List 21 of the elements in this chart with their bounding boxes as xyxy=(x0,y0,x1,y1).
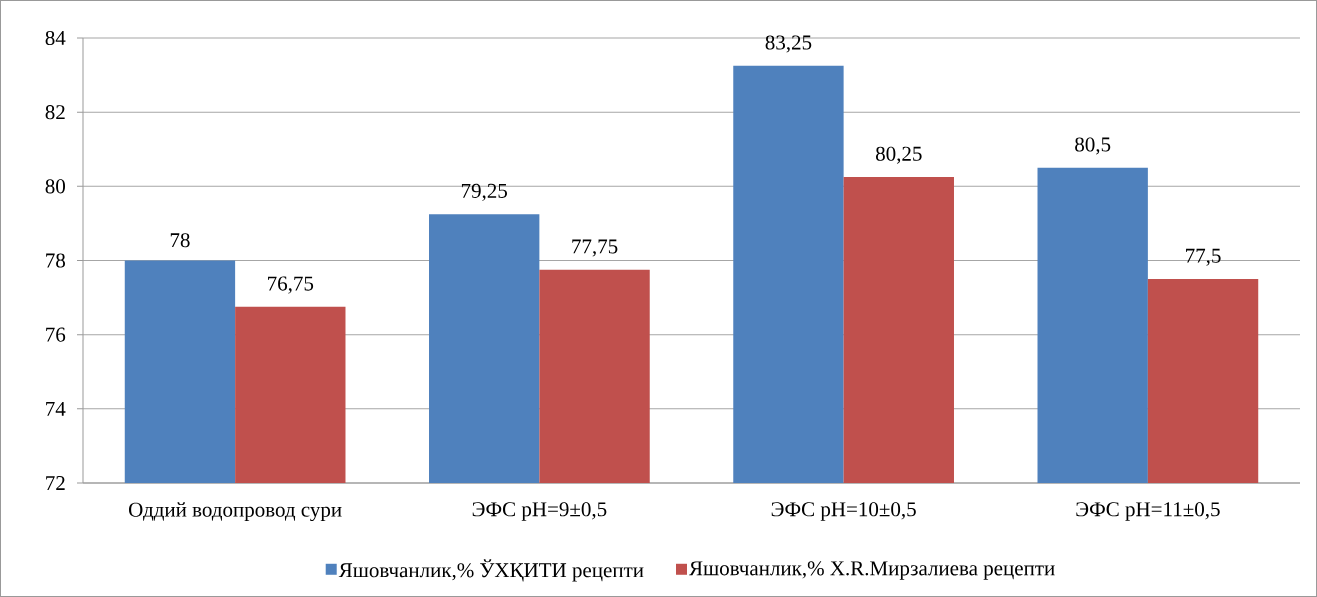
y-tick-label: 74 xyxy=(46,401,66,416)
legend-label: Яшовчанлик,% X.R.Мирзалиева рецепти xyxy=(689,561,1055,580)
data-label: 77,5 xyxy=(1186,248,1221,266)
y-tick-label: 76 xyxy=(46,327,66,342)
x-tick-label: ЭФС pH=10±0,5 xyxy=(771,502,916,521)
x-tick-label: ЭФС pH=9±0,5 xyxy=(472,502,607,521)
x-tick-label: ЭФС pH=11±0,5 xyxy=(1076,502,1220,521)
legend-label: Яшовчанлик,% ЎХҚИТИ рецепти xyxy=(338,559,644,582)
x-tick-label: Оддий водопровод сури xyxy=(129,502,342,522)
data-label: 77,75 xyxy=(572,239,618,257)
y-tick-label: 82 xyxy=(45,105,65,120)
data-label: 83,25 xyxy=(765,35,812,53)
data-label: 80,25 xyxy=(875,146,922,164)
data-label: 76,75 xyxy=(268,276,314,294)
y-tick-label: 80 xyxy=(45,179,66,194)
data-label: 78 xyxy=(170,233,190,248)
y-tick-label: 72 xyxy=(46,476,65,490)
y-tick-label: 84 xyxy=(45,30,66,46)
data-label: 79,25 xyxy=(461,183,507,201)
data-label: 80,5 xyxy=(1075,137,1111,155)
y-tick-label: 78 xyxy=(46,253,66,268)
